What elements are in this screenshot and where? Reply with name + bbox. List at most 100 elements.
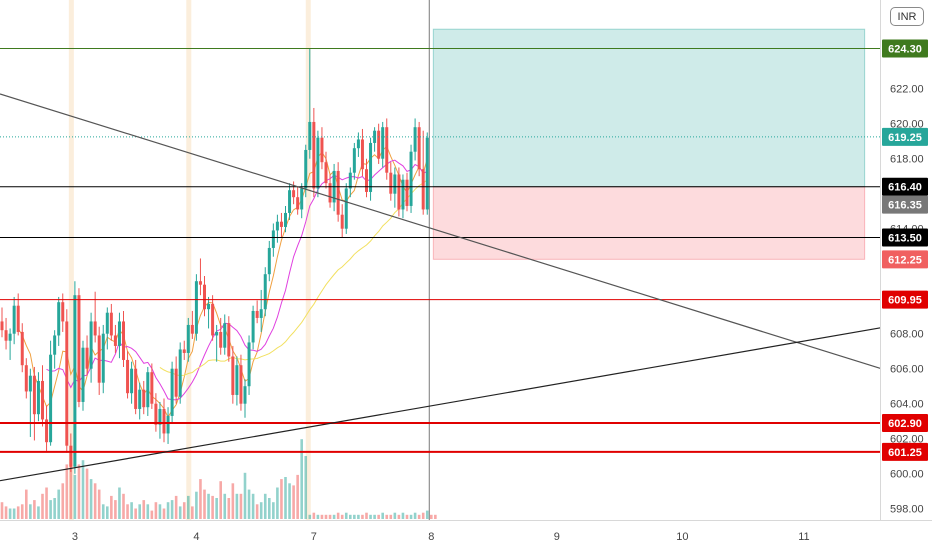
volume-bar — [37, 506, 40, 519]
candle-body — [45, 419, 49, 443]
candle-body — [207, 303, 211, 310]
volume-bar — [393, 512, 397, 519]
candle-body — [377, 130, 381, 159]
candle-body — [385, 127, 389, 173]
volume-bar — [385, 514, 389, 519]
volume-bar — [235, 493, 239, 519]
candle-body — [312, 121, 316, 189]
volume-bar — [312, 512, 316, 519]
candle-body — [105, 312, 109, 334]
candle-body — [279, 221, 283, 227]
volume-bar — [110, 495, 113, 519]
candle-body — [49, 354, 53, 443]
candle-body — [93, 321, 97, 336]
volume-bar — [8, 508, 12, 519]
volume-bar — [413, 512, 417, 519]
candle-body — [409, 151, 413, 206]
candle-body — [32, 375, 36, 415]
x-tick-label: 4 — [193, 531, 199, 543]
volume-bar — [308, 514, 312, 519]
volume-bar — [405, 514, 409, 519]
price-tag-label: 601.25 — [888, 447, 922, 459]
volume-bar — [81, 460, 85, 519]
chart-background — [68, 0, 430, 520]
y-tick-label: 620.00 — [890, 119, 924, 131]
candle-body — [190, 324, 194, 334]
candle-body — [316, 137, 320, 189]
candle-body — [203, 284, 206, 310]
volume-bar — [25, 489, 28, 519]
candle-body — [425, 137, 429, 210]
volume-bar — [251, 493, 255, 519]
price-tag-label: 616.35 — [888, 200, 922, 212]
candle-body — [239, 365, 243, 404]
volume-bar — [340, 514, 344, 519]
volume-bar — [357, 514, 360, 519]
volume-bar — [425, 510, 429, 519]
candle-body — [186, 324, 190, 353]
volume-bar — [304, 456, 308, 519]
price-tag-box — [882, 39, 928, 58]
candle-body — [235, 365, 239, 395]
volume-bar — [77, 464, 81, 519]
volume-bar — [284, 477, 287, 519]
candle-body — [417, 127, 421, 170]
session-highlight — [186, 0, 192, 520]
ma-slow-line — [159, 179, 428, 377]
volume-bar — [191, 506, 194, 519]
volume-bar — [215, 498, 218, 519]
candle-body — [223, 323, 227, 348]
candle-body — [170, 368, 174, 416]
volume-bar — [328, 514, 332, 519]
volume-bar — [20, 504, 24, 519]
volume-bar — [29, 504, 32, 519]
candle-body — [421, 169, 425, 210]
candle-body — [389, 172, 393, 194]
candle-body — [81, 347, 85, 402]
volume-bar — [369, 514, 372, 519]
y-tick-label: 606.00 — [890, 364, 924, 376]
price-tag-label: 624.30 — [888, 43, 922, 55]
volume-bar — [353, 514, 356, 519]
target-zone — [432, 28, 866, 188]
volume-bar — [247, 489, 251, 519]
candle-body — [109, 312, 113, 336]
candle-body — [288, 190, 292, 213]
volume-bar — [126, 504, 129, 519]
candle-body — [89, 321, 93, 369]
volume-bar — [61, 483, 65, 519]
candle-body — [61, 302, 65, 322]
volume-bar — [292, 485, 295, 519]
candle-body — [263, 274, 267, 310]
price-tag-label: 613.50 — [888, 232, 922, 244]
candle-body — [134, 368, 138, 409]
volume-bar — [150, 510, 154, 519]
volume-bar — [57, 489, 60, 519]
candle-body — [16, 305, 20, 332]
price-tag-label: 616.40 — [888, 182, 922, 194]
candle-body — [308, 121, 312, 150]
volume-bar — [182, 502, 186, 519]
volume-bar — [154, 502, 158, 519]
volume-bar — [130, 502, 133, 519]
currency-button[interactable]: INR — [890, 7, 924, 26]
volume-bar — [45, 487, 48, 519]
volume-bar — [97, 489, 101, 519]
candle-body — [24, 365, 28, 392]
volume-bar — [93, 483, 97, 519]
volume-bar — [12, 508, 16, 519]
moving-averages — [17, 145, 428, 419]
candle-body — [69, 445, 73, 467]
candle-body — [324, 162, 328, 184]
volume-bar — [417, 514, 421, 519]
volume-bar — [389, 514, 393, 519]
price-tag-box — [882, 177, 928, 196]
volume-bar — [73, 474, 77, 519]
volume-bar — [174, 495, 178, 519]
candle-body — [117, 321, 121, 346]
y-tick-label: 622.00 — [890, 84, 924, 96]
candle-body — [12, 305, 16, 334]
candle-body — [101, 333, 105, 383]
candle-body — [4, 330, 8, 341]
